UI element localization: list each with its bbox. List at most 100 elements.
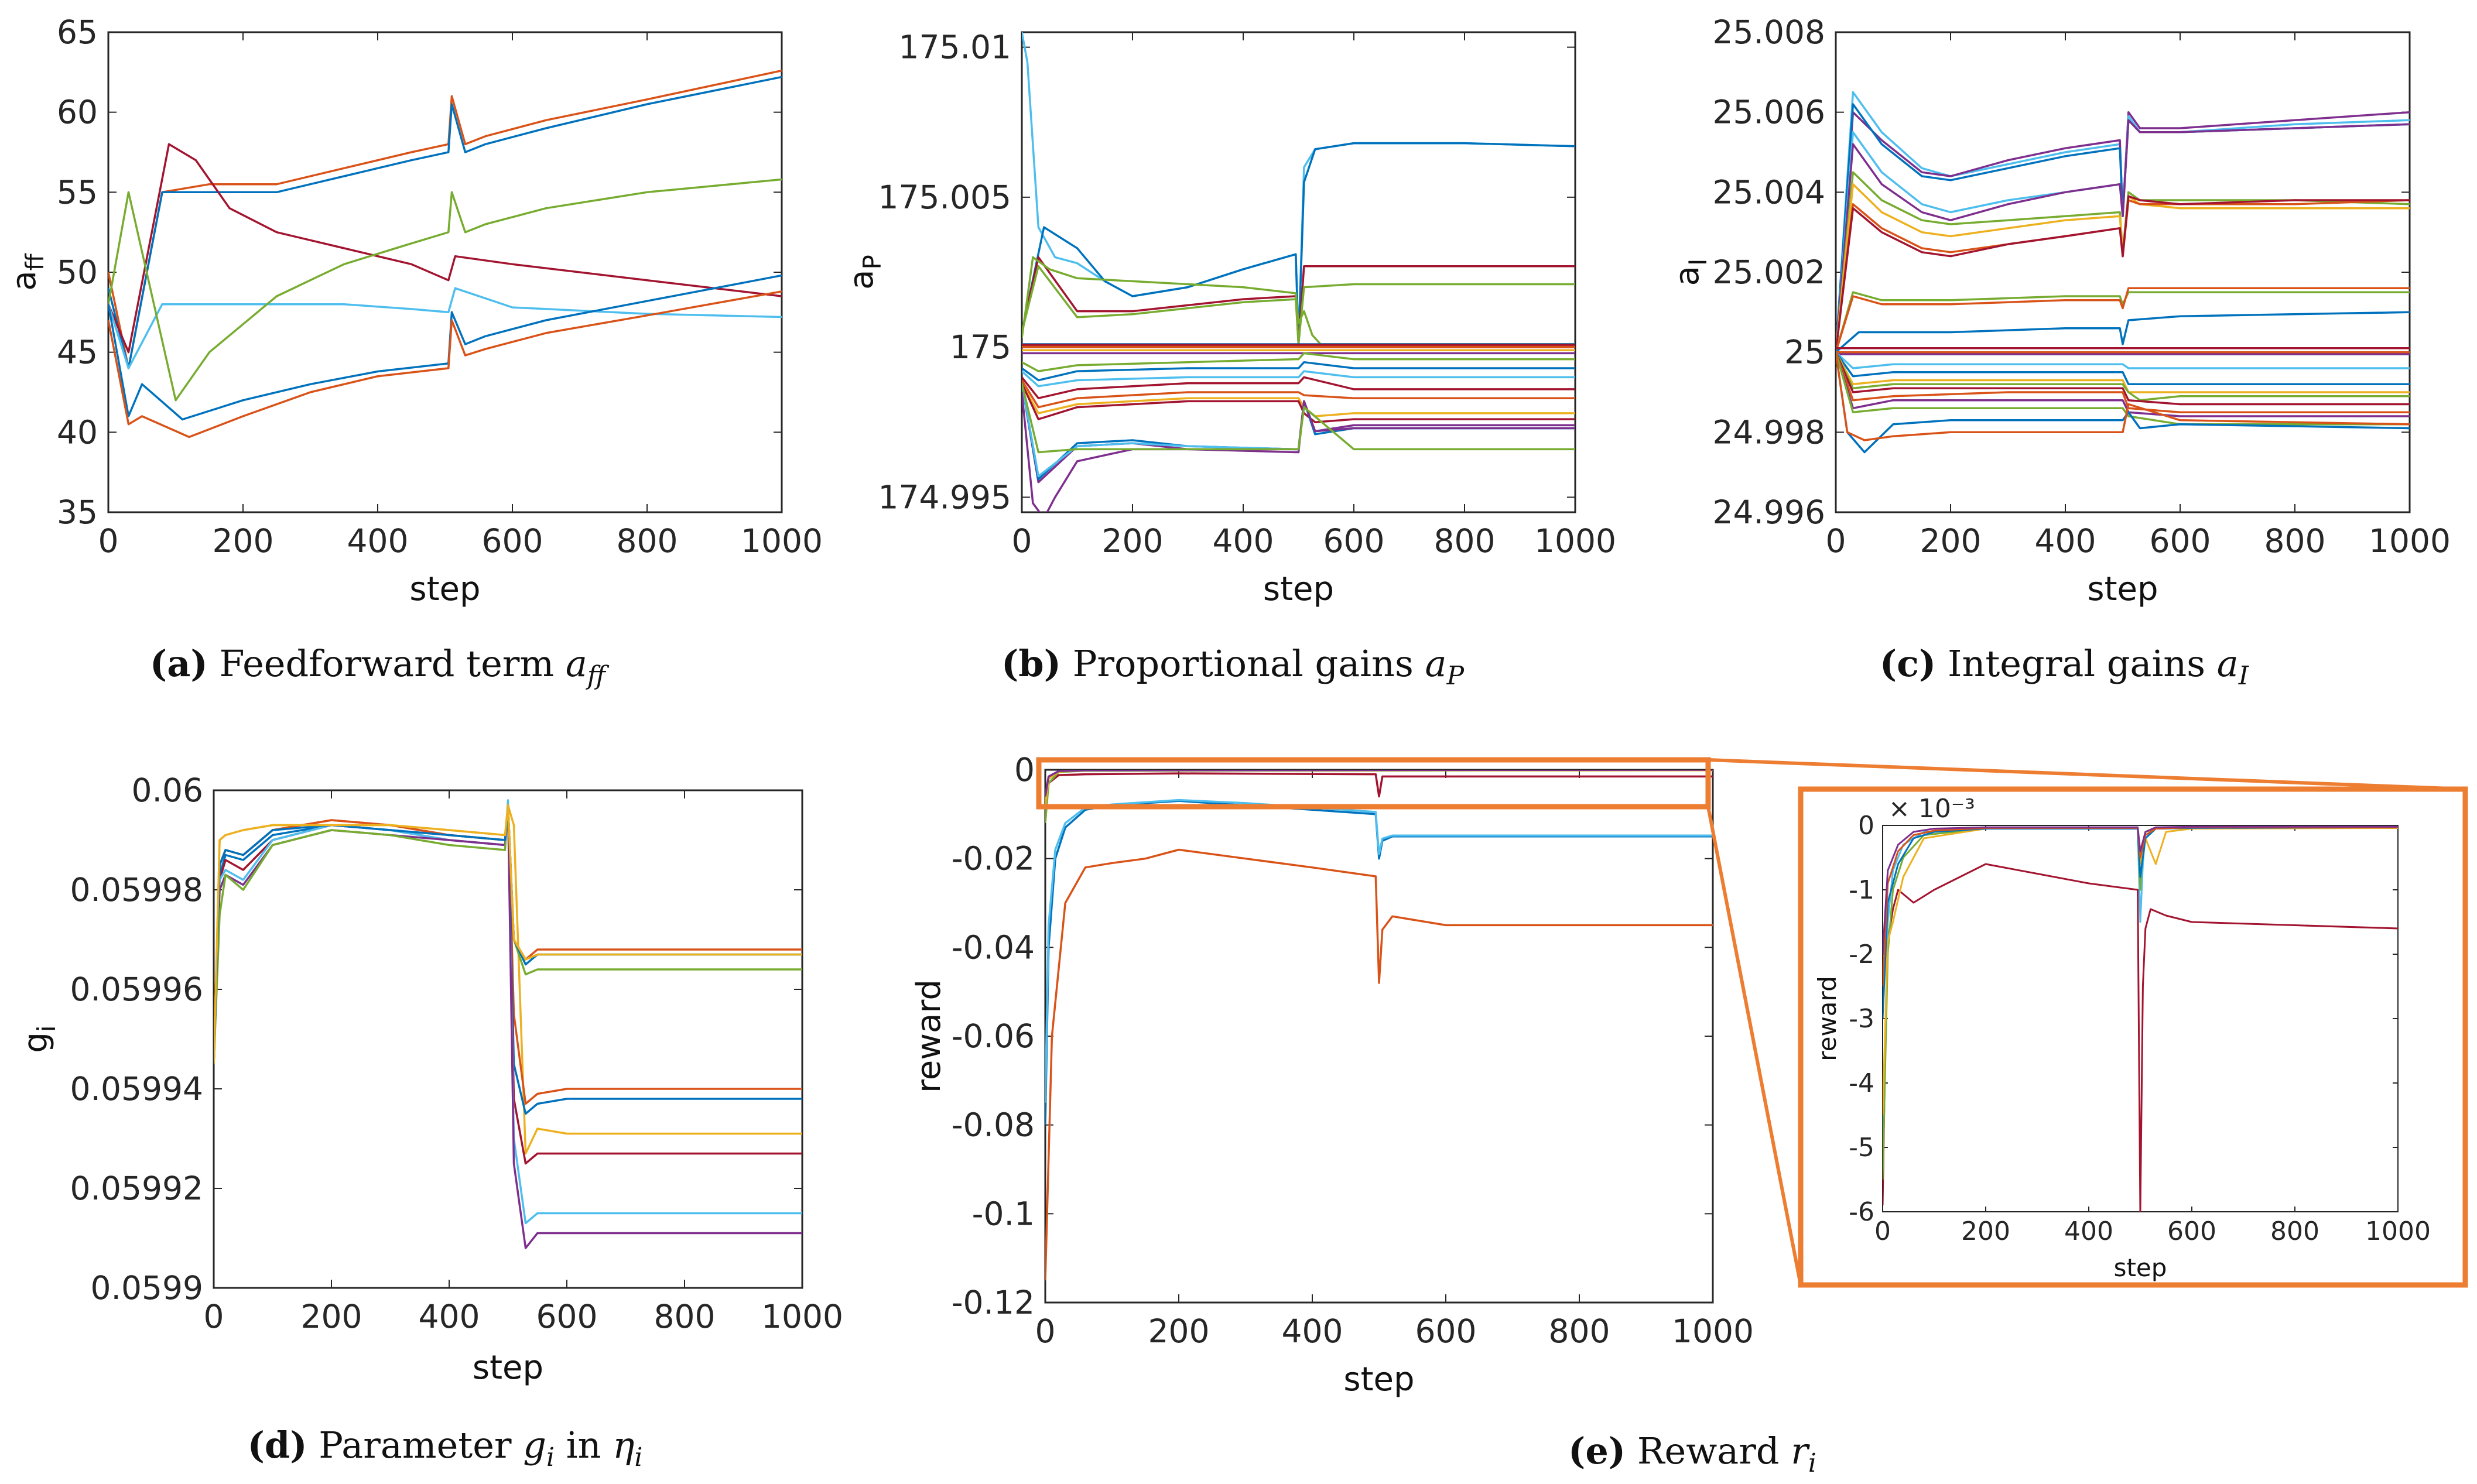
series-line-s1	[1045, 848, 1713, 1281]
zoom-inset-frame	[1798, 786, 2468, 1288]
y-axis-label-main: reward	[910, 979, 948, 1093]
x-tick-label: 600	[536, 1298, 598, 1335]
series-line-s15	[1022, 379, 1575, 409]
y-axis-label-main: g	[17, 1032, 55, 1053]
caption-d-sym2: η	[613, 1424, 634, 1466]
caption-b-sub: P	[1446, 661, 1465, 691]
series-line-s10	[1836, 291, 2410, 353]
panel-e-inset: 0 200 400 600 800 1000 -6 -5 -4 -3 -2 -1 0 step reward…	[1813, 794, 2431, 1282]
caption-d: (d) Parameter gi in ηi	[248, 1424, 643, 1472]
series-line-s13	[1022, 370, 1575, 388]
x-tick-label: 400	[1282, 1312, 1343, 1350]
y-axis-label: aff	[5, 253, 49, 290]
caption-c-text: Integral gains	[1936, 642, 2217, 685]
x-tick-label: 1000	[1672, 1312, 1754, 1350]
series-line-s16	[1022, 382, 1575, 417]
series-line-s12	[1022, 361, 1575, 382]
series-line-s12	[1836, 311, 2410, 354]
series-line-s5	[108, 178, 782, 402]
series-group	[108, 69, 782, 438]
series-line-s1	[1883, 863, 2398, 1212]
y-tick-label: -1	[1849, 875, 1874, 905]
caption-e-text: Reward	[1626, 1430, 1791, 1472]
caption-b-sym: a	[1425, 642, 1446, 685]
y-axis-label-sub: I	[1684, 259, 1712, 266]
y-tick-label: -0.08	[952, 1106, 1035, 1144]
series-line-s7	[1836, 183, 2410, 352]
y-tick-label: 55	[57, 173, 98, 211]
y-tick-label: 25.004	[1713, 173, 1825, 211]
series-line-s11	[1836, 287, 2410, 353]
x-tick-label: 400	[419, 1298, 480, 1335]
y-tick-label: 25.002	[1713, 253, 1825, 291]
series-line-s7	[1883, 825, 2398, 955]
y-tick-label: 0	[1858, 811, 1874, 841]
x-tick-label: 0	[98, 522, 119, 560]
y-tick-label: 0.06	[132, 772, 203, 809]
x-tick-label: 200	[1148, 1312, 1210, 1350]
y-axis-label-sub: i	[32, 1025, 61, 1032]
x-tick-label: 1000	[2365, 1216, 2431, 1246]
caption-c-tag: (c)	[1880, 642, 1936, 685]
y-tick-label: 0.05992	[70, 1170, 203, 1207]
series-line-s2	[1836, 111, 2410, 352]
y-axis-label: aP	[843, 255, 887, 290]
series-group	[1836, 91, 2410, 454]
panel-d: 0 200 400 600 800 1000 0.0599 0.05992 0.05994 0.0…	[17, 772, 843, 1387]
x-tick-label: 800	[2264, 522, 2326, 560]
y-exponent-label: × 10⁻³	[1888, 794, 1975, 824]
y-axis-label-main: a	[1668, 266, 1706, 286]
y-tick-label: -0.1	[972, 1195, 1035, 1232]
series-line-s17	[1022, 382, 1575, 423]
y-axis-label-sub: ff	[20, 253, 49, 270]
caption-d-sub: i	[546, 1442, 555, 1472]
series-line-s10	[214, 804, 802, 1064]
x-axis-label: step	[1263, 570, 1334, 608]
series-line-s11	[1022, 352, 1575, 372]
series-line-s21	[1836, 352, 2410, 413]
y-tick-label: 174.995	[878, 478, 1011, 516]
y-axis-label: reward	[910, 979, 948, 1093]
x-tick-label: 200	[1920, 522, 1982, 560]
y-tick-label: 25	[1784, 334, 1825, 371]
x-axis-label: step	[473, 1349, 543, 1387]
series-line-s5	[1836, 119, 2410, 352]
y-tick-label: 24.996	[1713, 493, 1825, 531]
y-axis-label-main: a	[843, 270, 881, 290]
x-tick-label: 400	[347, 522, 409, 560]
series-group	[1883, 825, 2398, 1212]
x-tick-label: 600	[2150, 522, 2211, 560]
x-tick-label: 600	[1323, 522, 1385, 560]
y-tick-label: 65	[57, 13, 98, 51]
y-tick-label: -3	[1849, 1004, 1874, 1034]
caption-a-sym: a	[566, 642, 587, 685]
y-tick-label: 0.05996	[70, 971, 203, 1008]
y-axis-label: reward	[1813, 976, 1842, 1061]
x-tick-label: 600	[1415, 1312, 1477, 1350]
y-tick-label: 0.05998	[70, 871, 203, 909]
y-axis-label: gi	[17, 1025, 61, 1053]
series-line-s19	[1836, 351, 2410, 402]
y-tick-label: 0	[1014, 751, 1035, 789]
x-tick-label: 800	[617, 522, 678, 560]
series-line-s4	[1022, 265, 1575, 345]
y-tick-label: -0.04	[952, 928, 1035, 966]
panel-e: 0 200 400 600 800 1000 -0.12 -0.1 -0.08 -0.06 -0.0…	[910, 751, 1754, 1399]
x-tick-label: 400	[2064, 1216, 2113, 1246]
series-line-s22	[1022, 383, 1575, 454]
caption-e-sym: r	[1791, 1430, 1810, 1472]
x-tick-label: 200	[1961, 1216, 2010, 1246]
caption-d-text: Parameter	[307, 1424, 524, 1466]
y-tick-label: 45	[57, 334, 98, 371]
series-line-s3	[1022, 256, 1575, 345]
zoom-connector-bottom	[1706, 806, 1802, 1286]
caption-a-sub: ff	[586, 661, 610, 691]
series-line-s24	[1836, 352, 2410, 454]
caption-b: (b) Proportional gains aP	[1001, 642, 1465, 691]
panel-c: 0 200 400 600 800 1000 24.996 24.998 25 25.002 25.…	[1668, 13, 2451, 608]
zoom-callout	[1036, 757, 2468, 1288]
series-line-s18	[1836, 351, 2410, 393]
x-tick-label: 0	[1035, 1312, 1056, 1350]
x-tick-label: 600	[2167, 1216, 2216, 1246]
plot-area	[107, 31, 783, 513]
